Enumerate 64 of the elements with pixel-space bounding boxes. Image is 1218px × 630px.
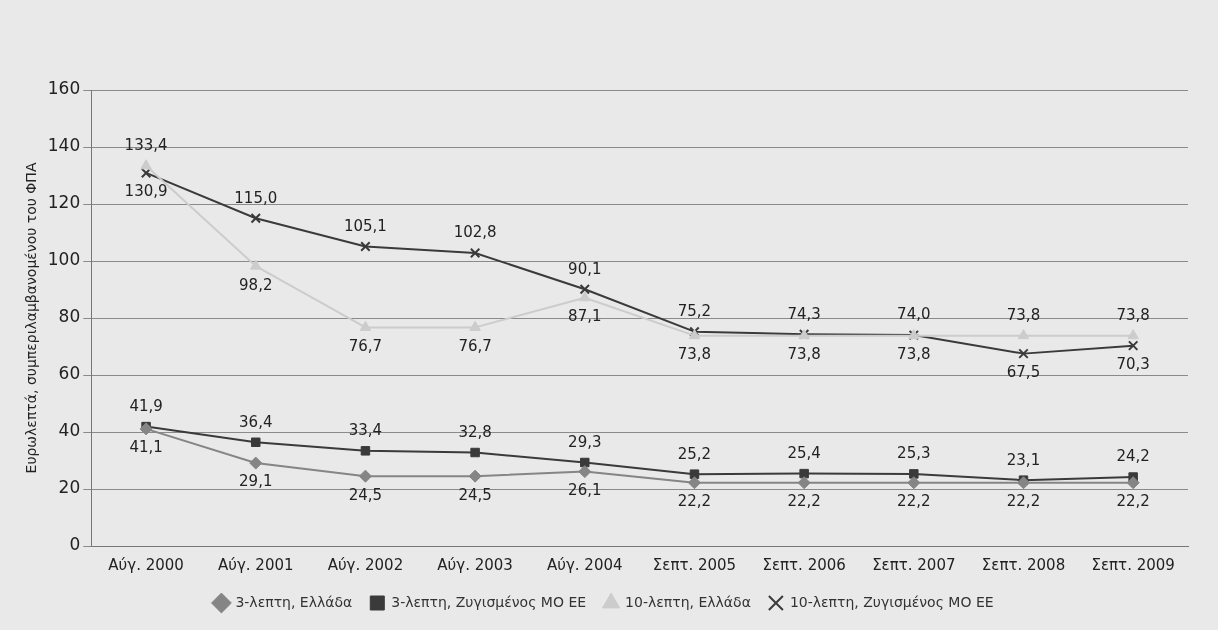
data-label: 23,1 (1006, 450, 1041, 469)
data-label: 24,5 (458, 485, 492, 504)
x-tick-label: Αύγ. 2004 (547, 555, 623, 574)
x-tick-label: Αύγ. 2001 (217, 555, 294, 574)
data-label: 41,1 (129, 438, 163, 457)
y-tick-label: 60 (58, 363, 81, 384)
data-label: 73,8 (787, 345, 821, 364)
legend-label: 10-λεπτη, Ελλάδα (625, 593, 751, 610)
legend-label: 3-λεπτη, Ελλάδα (235, 593, 353, 610)
y-tick-label: 120 (47, 192, 81, 213)
data-label: 36,4 (239, 412, 273, 431)
y-tick-label: 160 (47, 78, 81, 99)
data-label: 33,4 (348, 421, 383, 440)
y-tick-label: 80 (58, 306, 81, 327)
data-label: 29,3 (568, 432, 602, 451)
data-label: 22,2 (897, 492, 931, 511)
data-label: 74,3 (787, 304, 821, 323)
data-label: 73,8 (1116, 306, 1150, 325)
data-label: 73,8 (677, 345, 712, 364)
data-label: 73,8 (1006, 306, 1041, 325)
data-label: 87,1 (568, 307, 602, 326)
data-label: 22,2 (1006, 492, 1041, 511)
y-tick-label: 100 (47, 249, 81, 270)
data-label: 73,8 (897, 345, 931, 364)
legend-label: 10-λεπτη, Ζυγισμένος ΜΟ ΕΕ (789, 593, 994, 610)
data-label: 32,8 (458, 422, 492, 441)
x-tick-label: Σεπτ. 2006 (762, 555, 846, 574)
data-label: 22,2 (1116, 492, 1150, 511)
x-tick-label: Σεπτ. 2007 (872, 555, 956, 574)
y-tick-label: 140 (47, 135, 81, 156)
y-tick-label: 40 (58, 420, 81, 441)
data-label: 22,2 (677, 492, 712, 511)
data-label: 22,2 (787, 492, 821, 511)
data-label: 24,2 (1116, 447, 1150, 466)
data-label: 70,3 (1116, 355, 1150, 374)
y-axis-title: Ευρωλεπτά, συμπεριλαμβανομένου του ΦΠΑ (23, 162, 40, 474)
data-label: 76,7 (458, 336, 492, 355)
x-tick-label: Αύγ. 2003 (437, 555, 513, 574)
data-label: 75,2 (677, 302, 712, 321)
data-label: 25,2 (677, 444, 712, 463)
data-label: 76,7 (348, 336, 383, 355)
data-label: 25,4 (787, 444, 821, 462)
x-tick-label: Σεπτ. 2005 (652, 555, 737, 574)
data-label: 105,1 (343, 216, 387, 235)
data-label: 90,1 (568, 259, 602, 278)
data-label: 102,8 (453, 223, 497, 242)
data-label: 98,2 (239, 275, 273, 294)
data-label: 24,5 (348, 485, 383, 504)
data-label: 26,1 (568, 481, 602, 500)
data-label: 67,5 (1006, 363, 1041, 382)
data-label: 115,0 (234, 188, 278, 207)
x-tick-label: Αύγ. 2002 (327, 555, 404, 574)
data-label: 41,9 (129, 396, 163, 415)
data-label: 130,9 (124, 182, 168, 201)
x-tick-label: Σεπτ. 2008 (981, 555, 1066, 574)
x-tick-label: Αύγ. 2000 (108, 555, 184, 574)
y-tick-label: 20 (58, 477, 81, 498)
data-label: 74,0 (897, 305, 931, 324)
x-tick-label: Σεπτ. 2009 (1091, 555, 1175, 574)
data-label: 25,3 (897, 444, 931, 463)
data-label: 133,4 (124, 136, 168, 155)
legend-label: 3-λεπτη, Ζυγισμένος ΜΟ ΕΕ (391, 593, 587, 610)
y-tick-label: 0 (69, 534, 81, 555)
data-label: 29,1 (239, 472, 273, 491)
